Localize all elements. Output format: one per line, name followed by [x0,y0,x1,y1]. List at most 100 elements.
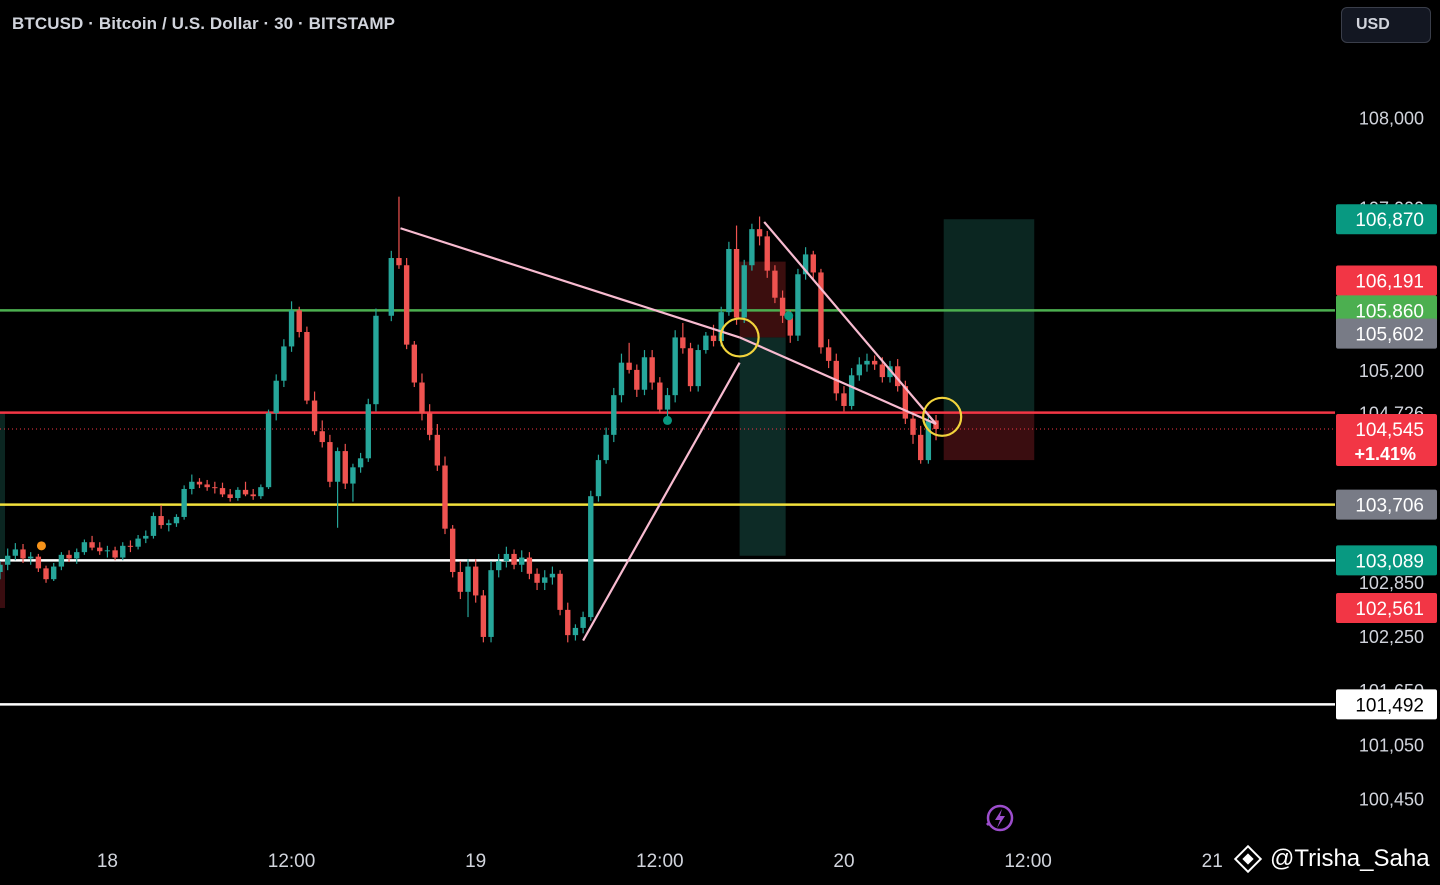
candle [864,353,870,372]
candle [28,552,34,565]
candle [925,415,932,464]
candle-body [787,315,793,336]
candle-body [887,366,893,378]
candle-body [319,431,325,443]
candle-body [350,467,356,484]
x-tick-label: 12:00 [1004,851,1052,872]
candle-body [334,451,341,482]
price-marker: 103,089 [1336,545,1437,576]
candle-body [296,310,302,332]
candle [281,339,287,388]
trendline-2 [582,362,741,642]
candle [311,391,318,435]
candle-body [718,312,724,342]
price-marker-label: 105.860 [1355,301,1424,322]
candle [841,386,847,412]
candle [795,268,801,342]
candle [918,425,924,464]
candle [534,568,540,591]
candle [426,404,433,441]
watermark-text: @Trisha_Saha [1270,845,1430,872]
candle-body [419,382,425,414]
candle [726,241,732,316]
candle [219,482,226,498]
x-tick-label: 12:00 [636,851,684,872]
candle-body [565,609,571,636]
candle [442,456,448,535]
candle [304,326,310,405]
x-tick-label: 18 [97,851,118,872]
candle-body [58,554,65,567]
candle [703,332,709,354]
candle [204,479,210,491]
candle-body [856,364,862,376]
price-marker-change: +1.41% [1354,444,1416,464]
candle-body [250,494,256,497]
candle [127,540,134,553]
watermark: @Trisha_Saha [1232,842,1430,876]
candle [288,301,295,352]
candle-body [925,420,932,461]
candle [848,368,855,410]
candle [649,350,655,390]
currency-selector-button[interactable]: USD [1341,7,1431,43]
candle [749,223,755,271]
candle [488,561,494,643]
candle-body [526,557,533,574]
event-marker-1 [663,415,672,425]
candle [143,530,149,544]
candle [296,306,302,338]
candle-body [235,489,241,498]
candle [120,542,126,561]
candle [74,548,80,564]
candle [66,550,72,563]
candle [465,559,471,618]
candle-body [749,229,755,266]
price-marker-label: 101,492 [1355,695,1424,716]
candle [672,330,678,403]
candle [618,353,625,403]
candle [357,452,364,473]
candle [779,290,786,323]
time-axis [0,830,1440,885]
candle-body [902,386,909,419]
candle-body [572,627,579,636]
candle-body [281,346,287,381]
candle-body [20,549,26,559]
candle-body [4,555,11,565]
candle [12,543,19,561]
candle-body [496,561,502,571]
candle-body [342,451,348,484]
candle-body [411,344,417,383]
candle [173,514,180,527]
candle-body [388,258,394,316]
candle-body [265,413,272,488]
candle-body [12,549,19,556]
candle-body [772,270,778,298]
candle-body [557,573,563,610]
price-marker-label: 106,870 [1355,210,1424,231]
candle [641,350,648,396]
candle [166,519,172,532]
candle-body [66,554,72,559]
candle [273,374,279,421]
candle-body [273,380,279,414]
chart-title: BTCUSD · Bitcoin / U.S. Dollar · 30 · BI… [12,14,396,33]
price-marker-label: 104,545 [1355,420,1424,441]
x-tick-label: 19 [465,851,486,872]
candle [810,250,816,280]
x-tick-label: 20 [833,851,854,872]
price-marker: 101,492 [1336,689,1437,720]
y-tick-label: 100,450 [1359,789,1424,809]
trendline-1 [739,336,937,426]
price-marker-label: 105,602 [1355,325,1424,346]
flash-icon[interactable] [982,802,1014,834]
candle [833,353,839,401]
candle-body [196,481,203,485]
candle-body [657,382,663,410]
candle [350,463,356,502]
price-marker: 105.860 [1336,295,1437,326]
candle-body [457,571,464,592]
price-marker-badge [1336,318,1437,349]
